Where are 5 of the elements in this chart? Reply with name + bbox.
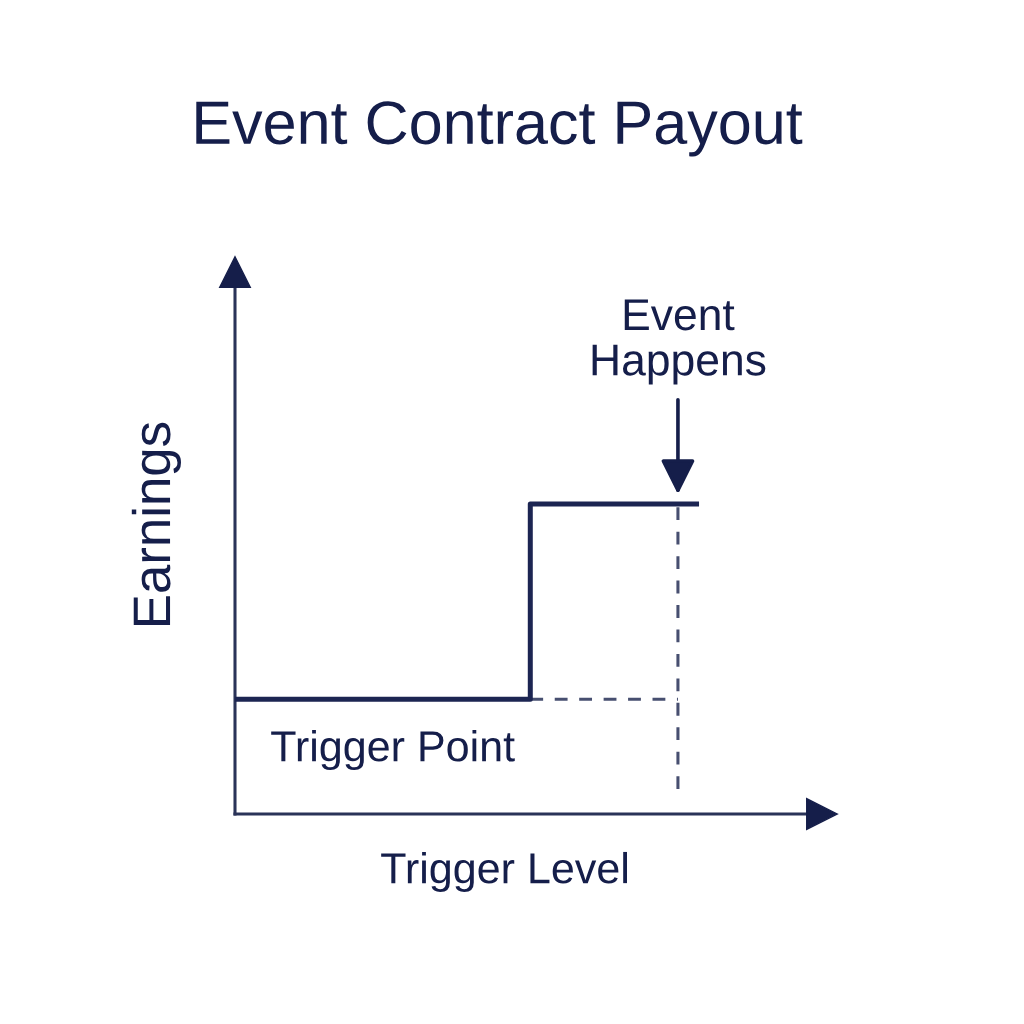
text: Event Happens <box>592 299 766 385</box>
chart-title: Event Contract Payout <box>196 101 803 157</box>
x-axis-title: Trigger Level <box>381 851 627 893</box>
y-axis-title: Earnings <box>131 422 181 625</box>
annotation: Trigger Point <box>271 729 515 771</box>
